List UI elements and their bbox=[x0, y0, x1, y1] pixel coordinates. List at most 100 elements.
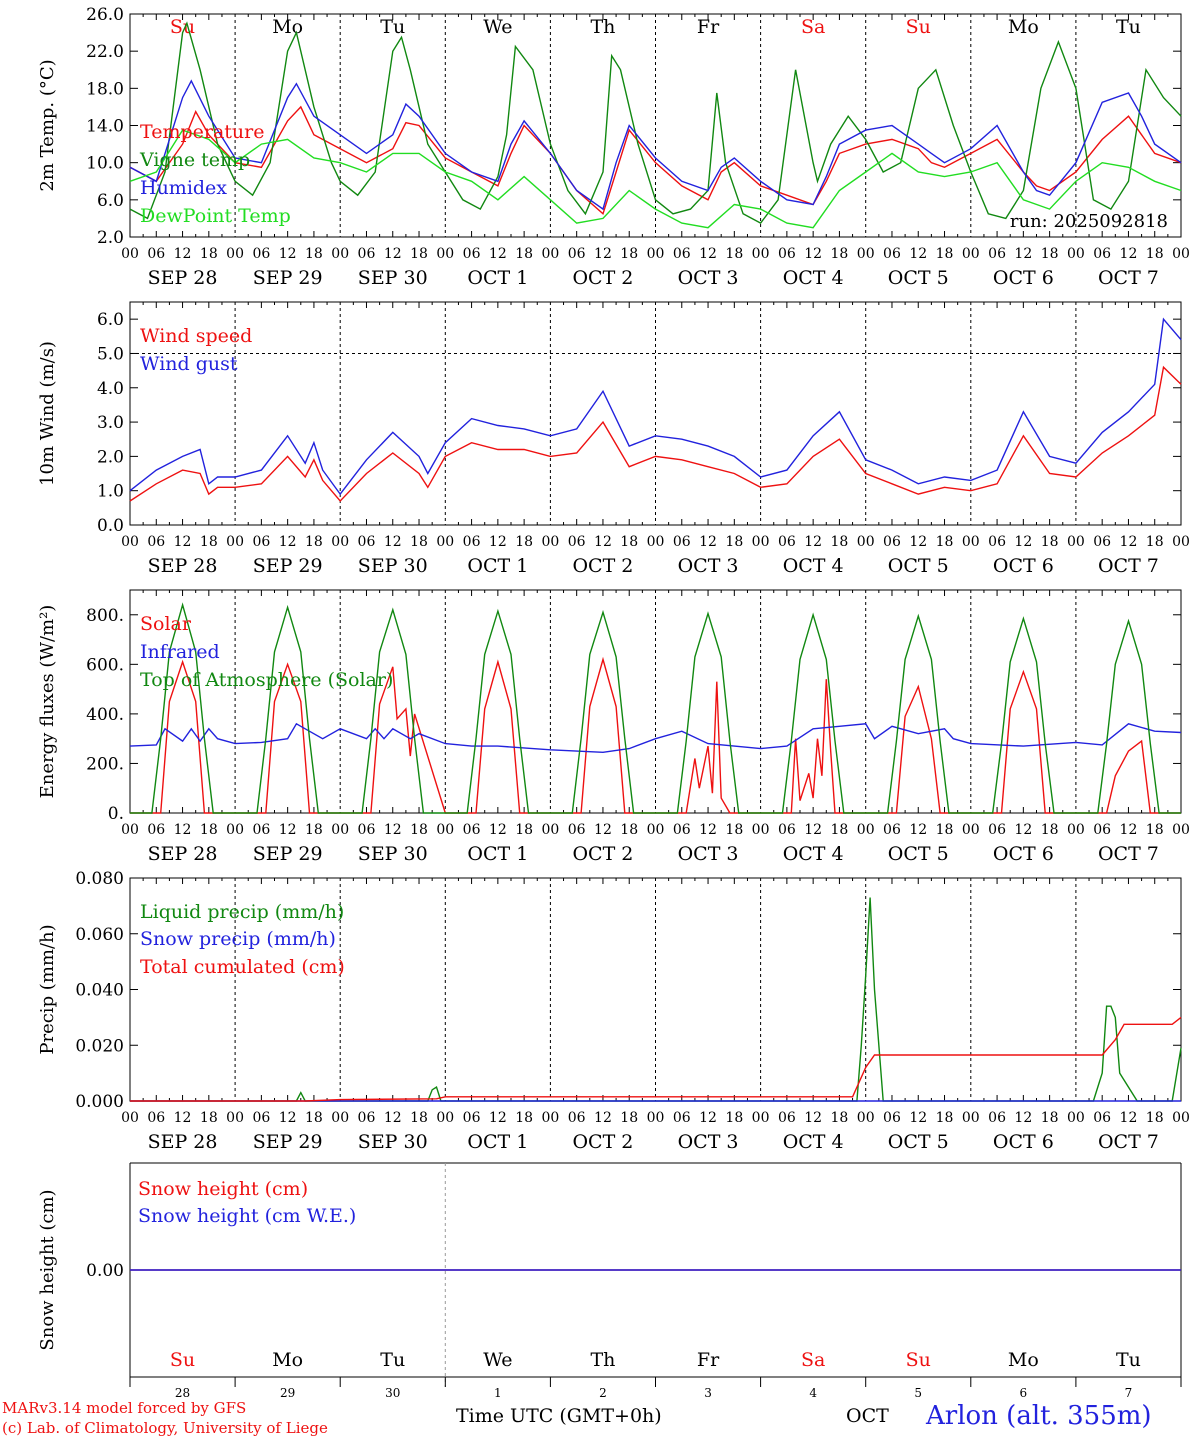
hour-tick-label: 12 bbox=[1014, 1110, 1032, 1126]
hour-tick-label: 06 bbox=[358, 1110, 376, 1126]
hour-tick-label: 12 bbox=[279, 246, 297, 262]
hour-tick-label: 00 bbox=[962, 534, 980, 550]
day-number-label: 1 bbox=[494, 1386, 502, 1400]
hour-tick-label: 12 bbox=[594, 534, 612, 550]
y-tick-label: 800. bbox=[86, 606, 124, 626]
y-tick-label: 2.0 bbox=[97, 447, 124, 467]
hour-tick-label: 18 bbox=[515, 1110, 533, 1126]
weekday-label: Su bbox=[170, 1349, 195, 1371]
date-label: SEP 29 bbox=[253, 555, 323, 577]
hour-tick-label: 18 bbox=[410, 1110, 428, 1126]
date-label: SEP 29 bbox=[253, 1131, 323, 1153]
hour-tick-label: 00 bbox=[647, 534, 665, 550]
date-label: OCT 4 bbox=[783, 555, 844, 577]
legend-entry: Total cumulated (cm) bbox=[140, 956, 345, 978]
hour-tick-label: 06 bbox=[252, 822, 270, 838]
day-number-label: 4 bbox=[809, 1386, 817, 1400]
date-label: OCT 6 bbox=[993, 555, 1054, 577]
hour-tick-label: 06 bbox=[463, 822, 481, 838]
legend-entry: Wind speed bbox=[140, 325, 252, 347]
date-label: SEP 28 bbox=[148, 267, 218, 289]
date-label: OCT 1 bbox=[467, 1131, 528, 1153]
hour-tick-label: 12 bbox=[489, 534, 507, 550]
hour-tick-label: 06 bbox=[673, 246, 691, 262]
hour-tick-label: 00 bbox=[436, 822, 454, 838]
hour-tick-label: 00 bbox=[436, 246, 454, 262]
legend-entry: Humidex bbox=[140, 177, 227, 199]
hour-tick-label: 18 bbox=[1041, 246, 1059, 262]
hour-tick-label: 06 bbox=[147, 1110, 165, 1126]
weekday-label: Tu bbox=[380, 16, 405, 38]
hour-tick-label: 18 bbox=[515, 822, 533, 838]
hour-tick-label: 12 bbox=[804, 534, 822, 550]
hour-tick-label: 06 bbox=[673, 1110, 691, 1126]
hour-tick-label: 18 bbox=[1041, 822, 1059, 838]
y-tick-label: 22.0 bbox=[86, 42, 124, 62]
weekday-label: We bbox=[483, 1349, 512, 1371]
hour-tick-label: 18 bbox=[1041, 1110, 1059, 1126]
y-tick-label: 0.060 bbox=[75, 925, 124, 945]
date-label: SEP 28 bbox=[148, 1131, 218, 1153]
hour-tick-label: 00 bbox=[226, 534, 244, 550]
hour-tick-label: 12 bbox=[699, 534, 717, 550]
date-label: OCT 3 bbox=[678, 843, 739, 865]
day-number-label: 3 bbox=[704, 1386, 712, 1400]
hour-tick-label: 06 bbox=[1093, 822, 1111, 838]
date-label: OCT 7 bbox=[1098, 555, 1159, 577]
hour-tick-label: 00 bbox=[1172, 822, 1190, 838]
hour-tick-label: 00 bbox=[331, 534, 349, 550]
hour-tick-label: 12 bbox=[699, 1110, 717, 1126]
hour-tick-label: 06 bbox=[883, 1110, 901, 1126]
lab-credit: (c) Lab. of Climatology, University of L… bbox=[2, 1419, 328, 1437]
hour-tick-label: 18 bbox=[725, 534, 743, 550]
hour-tick-label: 18 bbox=[1146, 822, 1164, 838]
date-label: OCT 7 bbox=[1098, 843, 1159, 865]
legend-entry: Snow height (cm W.E.) bbox=[138, 1205, 356, 1227]
hour-tick-label: 12 bbox=[804, 246, 822, 262]
hour-tick-label: 06 bbox=[1093, 1110, 1111, 1126]
hour-tick-label: 12 bbox=[699, 822, 717, 838]
hour-tick-label: 18 bbox=[620, 534, 638, 550]
hour-tick-label: 06 bbox=[988, 822, 1006, 838]
hour-tick-label: 00 bbox=[121, 822, 139, 838]
weekday-label: Sa bbox=[801, 1349, 825, 1371]
day-number-label: 30 bbox=[385, 1386, 400, 1400]
hour-tick-label: 12 bbox=[279, 1110, 297, 1126]
y-tick-label: 6.0 bbox=[97, 310, 124, 330]
hour-tick-label: 00 bbox=[857, 822, 875, 838]
hour-tick-label: 18 bbox=[515, 246, 533, 262]
date-label: OCT 7 bbox=[1098, 1131, 1159, 1153]
hour-tick-label: 06 bbox=[252, 1110, 270, 1126]
date-label: OCT 2 bbox=[572, 1131, 633, 1153]
hour-tick-label: 18 bbox=[936, 822, 954, 838]
day-number-label: 6 bbox=[1020, 1386, 1028, 1400]
weekday-label: Sa bbox=[801, 16, 825, 38]
hour-tick-label: 00 bbox=[1172, 246, 1190, 262]
day-number-label: 7 bbox=[1125, 1386, 1133, 1400]
hour-tick-label: 00 bbox=[331, 246, 349, 262]
hour-tick-label: 00 bbox=[331, 1110, 349, 1126]
hour-tick-label: 12 bbox=[1120, 1110, 1138, 1126]
series-line-top-of-atmosphere-solar- bbox=[130, 602, 1181, 814]
hour-tick-label: 12 bbox=[909, 1110, 927, 1126]
legend-entry: Top of Atmosphere (Solar) bbox=[140, 669, 393, 691]
hour-tick-label: 00 bbox=[1172, 534, 1190, 550]
hour-tick-label: 00 bbox=[962, 1110, 980, 1126]
y-tick-label: 1.0 bbox=[97, 482, 124, 502]
hour-tick-label: 06 bbox=[883, 822, 901, 838]
date-label: SEP 28 bbox=[148, 843, 218, 865]
plot-frame-2 bbox=[129, 589, 1182, 814]
date-label: OCT 6 bbox=[993, 1131, 1054, 1153]
hour-tick-label: 12 bbox=[909, 534, 927, 550]
hour-tick-label: 06 bbox=[778, 534, 796, 550]
hour-tick-label: 06 bbox=[358, 822, 376, 838]
hour-tick-label: 18 bbox=[1041, 534, 1059, 550]
y-tick-label: 26.0 bbox=[86, 5, 124, 25]
hour-tick-label: 18 bbox=[1146, 1110, 1164, 1126]
date-label: OCT 5 bbox=[888, 267, 949, 289]
hour-tick-label: 18 bbox=[1146, 534, 1164, 550]
hour-tick-label: 12 bbox=[804, 1110, 822, 1126]
hour-tick-label: 00 bbox=[752, 534, 770, 550]
date-label: SEP 30 bbox=[358, 267, 428, 289]
hour-tick-label: 12 bbox=[384, 534, 402, 550]
